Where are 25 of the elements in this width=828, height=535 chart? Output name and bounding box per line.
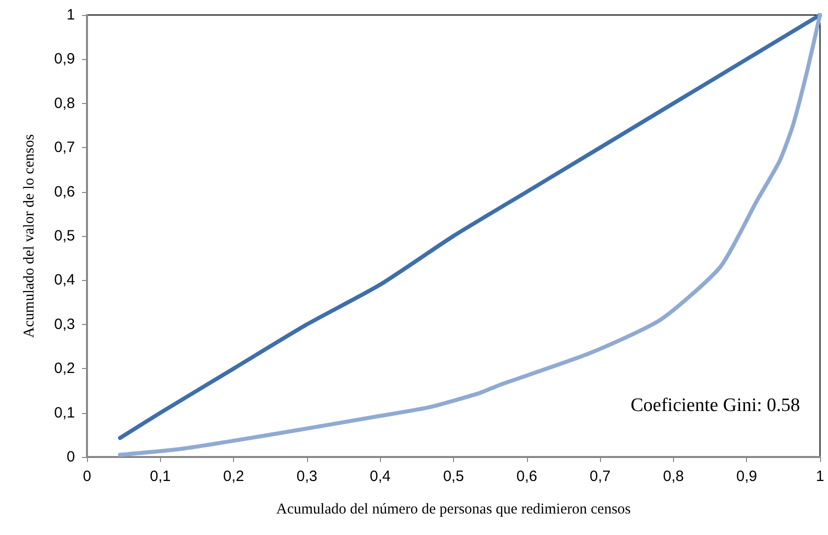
y-axis-title: Acumulado del valor de lo censos	[22, 134, 38, 338]
y-tick-label: 0,4	[54, 272, 75, 289]
y-tick-label: 0,6	[54, 183, 75, 200]
x-tick-label: 0,4	[370, 468, 391, 485]
x-tick-label: 0,5	[443, 468, 464, 485]
x-axis-title: Acumulado del número de personas que redimieron censos	[276, 502, 631, 518]
x-tick-label: 1	[816, 468, 824, 485]
y-tick-label: 0,1	[54, 404, 75, 422]
x-tick-label: 0	[82, 468, 92, 485]
annotation: Coeficiente Gini: 0.58	[630, 395, 800, 416]
y-tick-label: 0,7	[54, 139, 75, 156]
y-tick-label: 0	[66, 448, 75, 466]
y-tick-label: 0,8	[54, 94, 75, 112]
x-tick-label: 0,1	[150, 468, 171, 485]
y-tick-label: 1	[66, 6, 75, 24]
y-tick-label: 0,2	[54, 360, 75, 378]
y-tick-label: 0,5	[54, 228, 75, 244]
x-tick-label: 0,2	[223, 468, 244, 485]
x-tick-label: 0,6	[516, 468, 538, 485]
y-tick-label: 0,9	[54, 50, 75, 68]
x-tick-label: 0,3	[296, 468, 318, 485]
x-tick-label: 0,9	[736, 468, 758, 485]
x-tick-label: 0,7	[590, 468, 611, 485]
x-tick-label: 0,8	[662, 468, 684, 485]
y-tick-label: 0,3	[54, 316, 75, 333]
